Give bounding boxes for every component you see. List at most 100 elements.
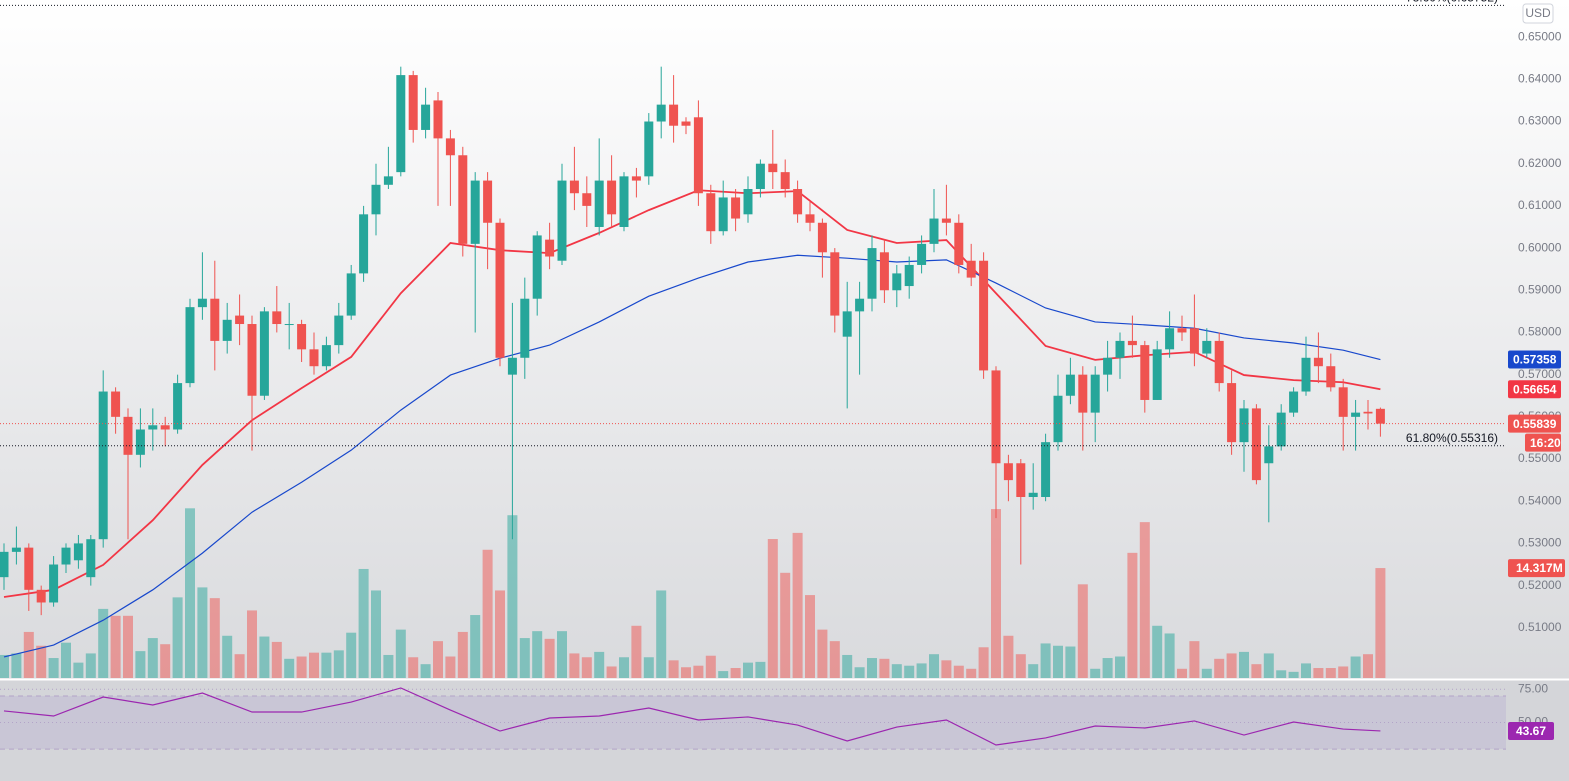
currency[interactable]: USD bbox=[1525, 6, 1551, 20]
volume-bar bbox=[1201, 668, 1212, 678]
volume-bar bbox=[1375, 568, 1386, 678]
volume-bar bbox=[1301, 663, 1311, 678]
candle-body bbox=[408, 75, 418, 130]
volume-bar bbox=[1338, 666, 1349, 678]
candle-body bbox=[706, 193, 716, 232]
volume-bar bbox=[705, 655, 716, 678]
candle-body bbox=[1152, 349, 1162, 400]
volume-bar bbox=[1251, 664, 1262, 678]
candle-body bbox=[222, 319, 232, 341]
rsi-label: 43.67 bbox=[1516, 724, 1546, 738]
volume-bar bbox=[1325, 668, 1336, 678]
volume-bar bbox=[693, 665, 704, 678]
rsi-line bbox=[3, 687, 1381, 746]
candle-body bbox=[904, 264, 914, 287]
countdown-box bbox=[1525, 433, 1561, 452]
candle-body bbox=[793, 189, 803, 215]
y-tick-label: 0.64000 bbox=[1518, 71, 1562, 85]
candle-body bbox=[49, 564, 59, 603]
volume-bar bbox=[978, 647, 989, 678]
volume-bar bbox=[668, 660, 679, 678]
price-label-box bbox=[1508, 414, 1561, 433]
volume-bar bbox=[135, 651, 146, 678]
volume-bar bbox=[519, 638, 530, 678]
candle-body bbox=[1065, 374, 1075, 396]
volume-bar bbox=[61, 642, 71, 678]
volume-bar bbox=[445, 656, 456, 678]
volume-bar bbox=[172, 597, 183, 678]
volume-bar bbox=[209, 598, 220, 678]
volume-bar bbox=[619, 657, 629, 678]
volume-bar bbox=[284, 658, 295, 678]
volume-bar bbox=[1127, 552, 1138, 678]
volume-bar bbox=[1226, 653, 1237, 678]
volume-bar bbox=[321, 652, 332, 678]
fib-label: 78.60%(0.65752) bbox=[1406, 0, 1498, 5]
volume-bar bbox=[1288, 671, 1299, 678]
candle-body bbox=[582, 193, 592, 206]
candle-body bbox=[631, 176, 641, 181]
candle-body bbox=[1363, 411, 1373, 414]
candle-body bbox=[483, 180, 493, 223]
volume-bar bbox=[271, 641, 282, 678]
candle-body bbox=[1177, 328, 1187, 333]
candle-body bbox=[1289, 391, 1299, 413]
volume-bar bbox=[197, 587, 208, 678]
candle-body bbox=[73, 543, 83, 561]
candle-body bbox=[817, 222, 827, 253]
candle-body bbox=[1375, 408, 1385, 424]
candle-body bbox=[24, 547, 34, 590]
candle-body bbox=[272, 311, 282, 325]
candle-body bbox=[433, 100, 443, 139]
candle-body bbox=[520, 298, 530, 358]
currency-button[interactable] bbox=[1522, 3, 1554, 24]
candle-body bbox=[1276, 412, 1286, 447]
volume-bar bbox=[544, 638, 555, 678]
candle-body bbox=[768, 163, 778, 173]
volume-bar bbox=[1313, 668, 1324, 678]
candle-body bbox=[160, 425, 170, 430]
volume-bar bbox=[594, 651, 605, 678]
candle-body bbox=[61, 547, 71, 565]
candle-body bbox=[1140, 345, 1150, 400]
candle-body bbox=[805, 214, 815, 223]
candle-body bbox=[991, 370, 1001, 464]
volume-bar bbox=[23, 631, 34, 678]
candle-body bbox=[507, 357, 517, 375]
candle-body bbox=[11, 547, 21, 552]
candle-body bbox=[929, 218, 939, 244]
candle-body bbox=[458, 155, 468, 244]
candle-body bbox=[1028, 492, 1038, 498]
candle-body bbox=[321, 345, 331, 367]
candle-body bbox=[569, 180, 579, 194]
volume-bar bbox=[470, 615, 481, 678]
volume-bar bbox=[1065, 646, 1076, 678]
volume-bar bbox=[85, 653, 96, 678]
volume-bar bbox=[792, 532, 803, 678]
volume-bar bbox=[482, 549, 493, 678]
volume-bar bbox=[371, 590, 381, 678]
volume-bar bbox=[259, 636, 270, 678]
y-tick-label: 0.55000 bbox=[1518, 451, 1562, 465]
fib-label: 61.80%(0.55316) bbox=[1406, 431, 1498, 445]
volume-bar bbox=[854, 667, 865, 678]
volume-bar bbox=[358, 568, 369, 678]
candle-body bbox=[0, 551, 9, 578]
volume-bar bbox=[557, 631, 567, 678]
candle-body bbox=[557, 180, 567, 261]
volume-bar bbox=[1177, 668, 1187, 678]
candle-body bbox=[123, 416, 133, 455]
volume-bar bbox=[904, 665, 915, 678]
candle-body bbox=[1053, 395, 1063, 443]
candle-body bbox=[247, 324, 257, 396]
volume-bar bbox=[929, 654, 939, 678]
volume-bar bbox=[1239, 651, 1249, 678]
y-tick-label: 0.58000 bbox=[1518, 325, 1562, 339]
candle-body bbox=[979, 260, 989, 371]
candle-body bbox=[197, 298, 207, 308]
volume-bar bbox=[755, 661, 766, 678]
candle-body bbox=[644, 121, 654, 177]
candle-body bbox=[1016, 463, 1026, 498]
candle-body bbox=[1202, 340, 1212, 354]
volume-bar bbox=[48, 658, 59, 678]
